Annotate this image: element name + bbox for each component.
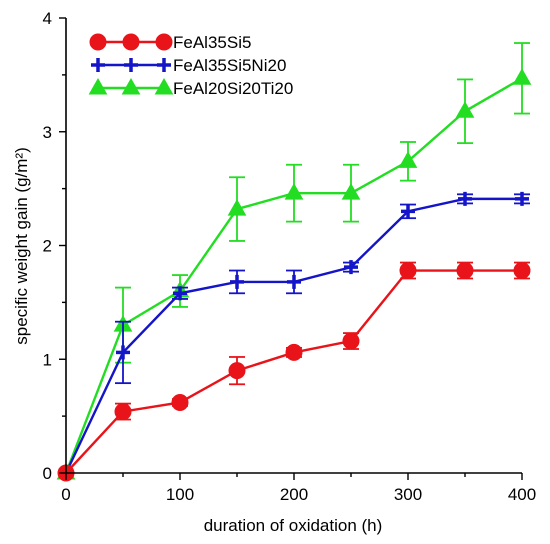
legend-marker (121, 77, 141, 95)
legend-marker (88, 77, 108, 95)
legend-marker (122, 33, 140, 51)
data-point (230, 274, 244, 289)
legend-marker (155, 33, 173, 51)
x-tick-label: 100 (166, 485, 194, 504)
data-point (228, 362, 246, 380)
x-axis-title: duration of oxidation (h) (204, 516, 383, 535)
data-point (458, 191, 472, 206)
y-tick-label: 0 (43, 464, 52, 483)
legend-marker (91, 58, 105, 72)
data-point (401, 204, 415, 219)
data-point (515, 191, 529, 206)
data-point (512, 68, 532, 85)
x-tick-label: 0 (61, 485, 70, 504)
data-point (171, 393, 189, 411)
legend-item-feal35si5: FeAl35Si5 (89, 33, 251, 52)
data-point (398, 151, 418, 168)
data-point (173, 286, 187, 301)
legend-label: FeAl35Si5 (173, 33, 251, 52)
data-point (227, 199, 247, 216)
data-point (513, 262, 531, 280)
legend-item-feal20si20ti20: FeAl20Si20Ti20 (88, 77, 293, 98)
series-feal35si5ni20 (59, 191, 530, 480)
legend-marker (89, 33, 107, 51)
series-line (64, 197, 522, 474)
data-point (284, 183, 304, 200)
series-feal35si5 (57, 261, 531, 482)
x-tick-label: 200 (280, 485, 308, 504)
axes: 0 100 200 300 400 0 1 2 3 4 (43, 9, 537, 504)
legend-label: FeAl20Si20Ti20 (173, 79, 293, 98)
data-point (285, 343, 303, 361)
y-axis-title: specific weight gain (g/m²) (12, 147, 31, 344)
legend-marker (154, 77, 174, 95)
series-feal20si20ti20 (56, 42, 532, 480)
data-point (455, 101, 475, 118)
y-tick-label: 3 (43, 123, 52, 142)
x-tick-label: 400 (508, 485, 536, 504)
data-point (114, 403, 132, 421)
legend-marker (157, 58, 171, 72)
data-point (341, 183, 361, 200)
series-layer (56, 42, 532, 482)
data-point (344, 260, 358, 275)
y-tick-label: 1 (43, 350, 52, 369)
legend-label: FeAl35Si5Ni20 (173, 56, 286, 75)
legend-item-feal35si5ni20: FeAl35Si5Ni20 (91, 56, 286, 75)
data-point (456, 262, 474, 280)
series-line (65, 269, 522, 474)
data-point (287, 274, 301, 289)
legend: FeAl35Si5 FeAl35Si5Ni20 FeAl20Si20Ti20 (88, 33, 293, 98)
y-tick-label: 2 (43, 237, 52, 256)
data-point (399, 262, 417, 280)
data-point (116, 345, 130, 360)
legend-marker (124, 58, 138, 72)
x-tick-label: 300 (394, 485, 422, 504)
data-point (342, 332, 360, 350)
y-tick-label: 4 (43, 9, 52, 28)
